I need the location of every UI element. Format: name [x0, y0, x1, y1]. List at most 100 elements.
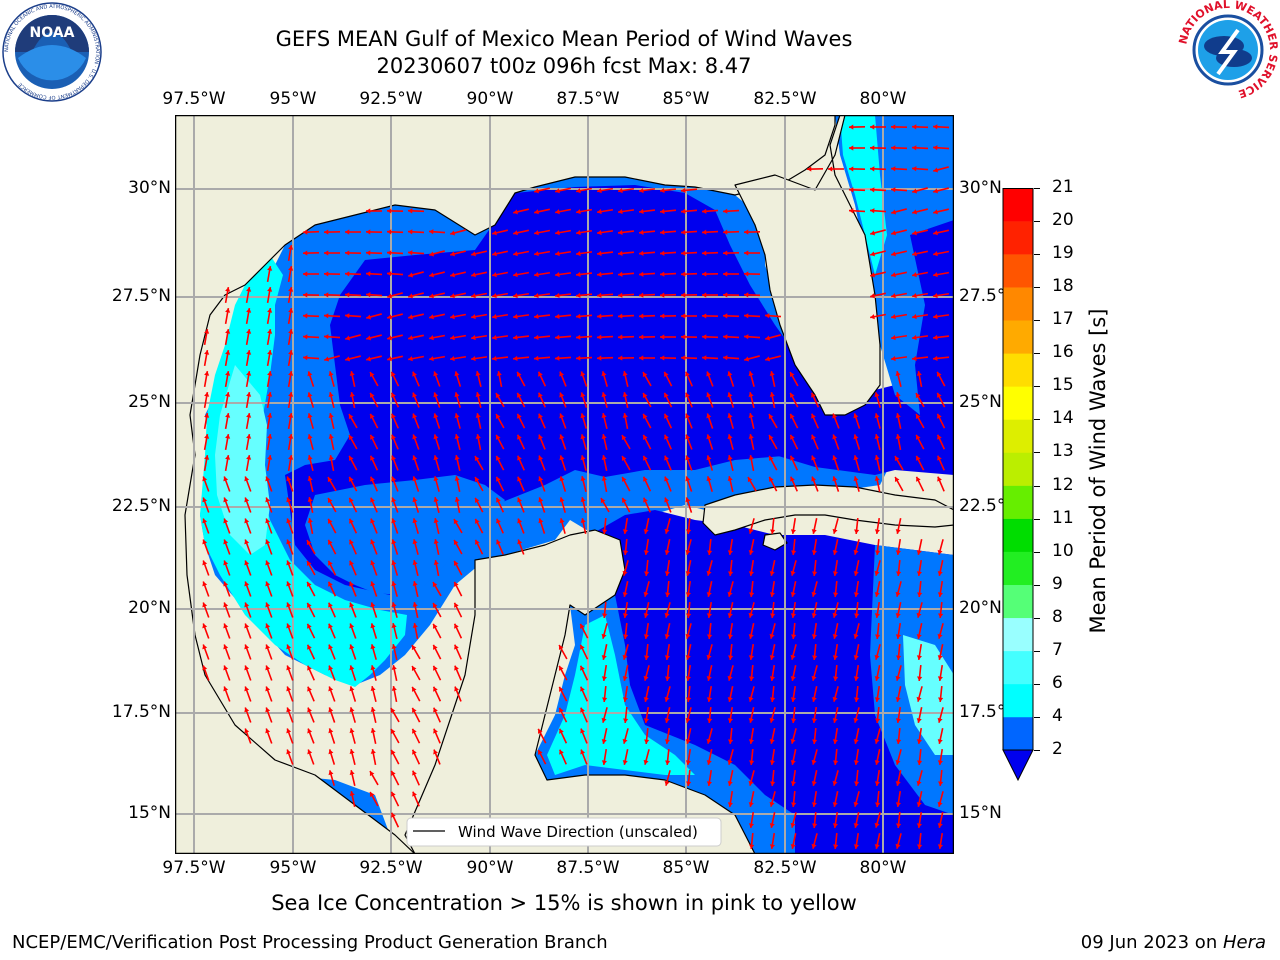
wave-direction-arrow [617, 271, 635, 277]
wave-direction-arrow [454, 392, 461, 408]
wave-direction-arrow [622, 685, 629, 703]
wave-direction-arrow [391, 497, 399, 513]
wave-direction-arrow [265, 476, 273, 492]
wave-direction-arrow [832, 643, 839, 661]
wave-direction-arrow [601, 413, 608, 429]
wave-direction-arrow [512, 250, 530, 257]
wave-direction-arrow [790, 644, 797, 660]
wave-direction-arrow [327, 560, 337, 576]
wave-direction-arrow [643, 665, 650, 681]
wave-direction-arrow [429, 313, 445, 320]
wave-direction-arrow [390, 392, 400, 408]
wave-direction-arrow [915, 392, 925, 408]
wave-direction-arrow [386, 208, 404, 214]
wave-direction-arrow [391, 476, 399, 492]
wave-direction-arrow [348, 413, 358, 429]
wave-direction-arrow [915, 413, 925, 429]
wave-direction-arrow [744, 250, 760, 256]
wave-direction-arrow [266, 265, 273, 283]
wave-direction-arrow [664, 434, 672, 450]
wave-direction-arrow [853, 728, 860, 744]
wave-direction-arrow [664, 643, 671, 661]
wave-direction-arrow [706, 665, 713, 681]
wave-direction-arrow [643, 518, 650, 534]
wave-direction-arrow [875, 706, 881, 724]
wave-direction-arrow [727, 455, 734, 471]
wave-direction-arrow [869, 208, 887, 214]
wave-direction-arrow [812, 643, 818, 661]
wave-direction-arrow [387, 334, 403, 341]
wave-direction-arrow [411, 749, 421, 765]
wave-direction-arrow [623, 622, 629, 640]
wave-direction-arrow [623, 706, 629, 724]
wave-direction-arrow [874, 685, 881, 703]
wave-direction-arrow [833, 580, 839, 598]
wave-direction-arrow [917, 832, 923, 850]
wave-direction-arrow [349, 371, 356, 387]
wave-direction-arrow [412, 622, 419, 640]
wave-direction-arrow [575, 355, 593, 361]
wave-direction-arrow [513, 229, 529, 236]
wave-direction-arrow [748, 539, 755, 555]
wave-direction-arrow [324, 250, 340, 256]
wave-direction-arrow [223, 581, 231, 597]
wave-direction-arrow [874, 581, 881, 597]
wave-direction-arrow [933, 166, 949, 173]
wave-direction-arrow [727, 622, 734, 640]
wave-direction-arrow [706, 601, 713, 619]
wave-direction-arrow [916, 602, 923, 618]
colorbar-segment [1003, 419, 1033, 453]
wave-direction-arrow [769, 580, 776, 598]
colorbar-tick-mark [1034, 320, 1040, 322]
wave-direction-arrow [638, 250, 656, 256]
wave-direction-arrow [244, 581, 252, 597]
latitude-tick-label-right: 15°N [959, 803, 1002, 823]
wave-direction-arrow [659, 313, 677, 319]
wave-direction-arrow [453, 560, 463, 576]
wave-direction-arrow [916, 707, 923, 723]
wave-direction-arrow [769, 391, 776, 409]
wave-direction-arrow [370, 665, 377, 681]
wave-direction-arrow [937, 455, 945, 471]
wave-direction-arrow [349, 791, 356, 807]
wave-direction-arrow [848, 187, 866, 193]
wave-direction-arrow [663, 413, 673, 429]
wave-direction-arrow [244, 623, 252, 639]
atlantic-deep [910, 220, 954, 415]
wave-direction-arrow [433, 559, 440, 577]
wave-direction-arrow [748, 392, 755, 408]
wave-direction-arrow [224, 286, 231, 304]
wave-direction-arrow [895, 770, 902, 786]
wave-direction-arrow [706, 749, 713, 765]
wave-direction-arrow [580, 392, 588, 408]
wave-direction-arrow [517, 455, 525, 471]
wave-direction-arrow [471, 271, 487, 278]
longitude-tick-label-top: 82.5°W [753, 89, 817, 109]
wave-direction-arrow [706, 685, 713, 703]
wave-direction-arrow [244, 518, 252, 534]
graticule [175, 115, 954, 854]
wave-direction-arrow [306, 602, 316, 618]
wave-direction-arrow [895, 538, 902, 556]
wave-direction-arrow [644, 559, 650, 577]
wave-direction-arrow [580, 686, 588, 702]
wave-direction-arrow [475, 371, 482, 387]
wave-direction-arrow [811, 434, 819, 450]
wave-direction-arrow [265, 665, 273, 681]
wave-direction-arrow [344, 271, 362, 277]
wave-direction-arrow [869, 313, 887, 320]
wave-direction-arrow [348, 497, 358, 513]
wave-direction-arrow [765, 355, 781, 362]
wave-direction-arrow [370, 476, 378, 492]
wave-direction-arrow [680, 208, 698, 214]
wave-direction-arrow [345, 355, 361, 362]
wave-direction-arrow [890, 166, 908, 172]
wave-direction-arrow [706, 455, 714, 471]
wave-direction-arrow [580, 413, 588, 429]
wave-direction-arrow [370, 539, 378, 555]
wave-direction-arrow [916, 623, 923, 639]
wave-direction-arrow [770, 769, 776, 787]
wave-direction-arrow [643, 538, 650, 556]
colorbar-segment [1003, 386, 1033, 420]
wave-direction-arrow [266, 307, 273, 325]
